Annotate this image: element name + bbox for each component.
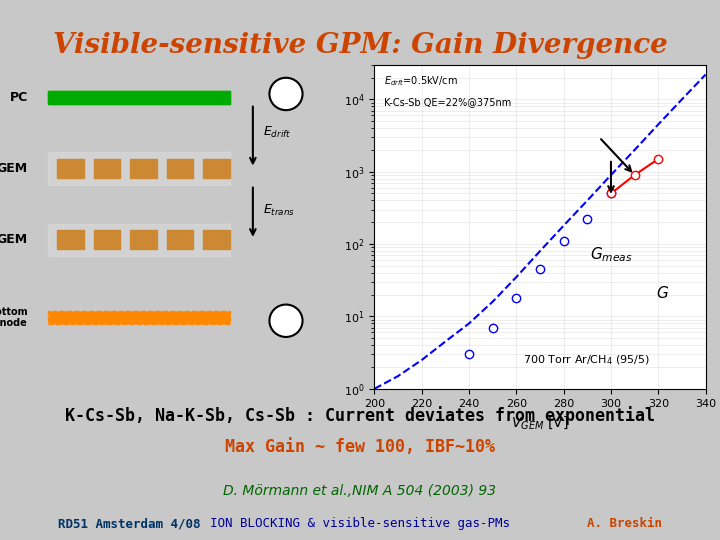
Text: $I_A$: $I_A$	[282, 314, 290, 327]
Text: A. Breskin: A. Breskin	[588, 517, 662, 530]
Text: GEM: GEM	[0, 233, 27, 246]
Bar	[94, 230, 120, 249]
Text: RD51 Amsterdam 4/08: RD51 Amsterdam 4/08	[58, 517, 200, 530]
Text: $G$: $G$	[656, 285, 669, 301]
Text: Max Gain ~ few 100, IBF~10%: Max Gain ~ few 100, IBF~10%	[225, 438, 495, 456]
Bar	[48, 311, 230, 324]
Text: $E_{trans}$: $E_{trans}$	[263, 203, 295, 218]
Text: K-Cs-Sb, Na-K-Sb, Cs-Sb : Current deviates from exponential: K-Cs-Sb, Na-K-Sb, Cs-Sb : Current deviat…	[65, 406, 655, 425]
Bar	[130, 230, 157, 249]
Text: GEM: GEM	[0, 162, 27, 175]
Bar	[130, 159, 157, 178]
Text: D. Mörmann et al.,NIM A 504 (2003) 93: D. Mörmann et al.,NIM A 504 (2003) 93	[223, 484, 497, 498]
Bar	[58, 159, 84, 178]
X-axis label: $V_{GEM}$ [V]: $V_{GEM}$ [V]	[511, 414, 569, 431]
Bar	[48, 152, 230, 185]
Bar	[203, 230, 230, 249]
Bar	[48, 224, 230, 256]
Text: 700 Torr Ar/CH$_4$ (95/5): 700 Torr Ar/CH$_4$ (95/5)	[523, 353, 650, 367]
Bar	[48, 91, 230, 104]
Circle shape	[269, 78, 302, 110]
Text: Visible-sensitive GPM: Gain Divergence: Visible-sensitive GPM: Gain Divergence	[53, 32, 667, 59]
Text: $E_{drft}$=0.5kV/cm: $E_{drft}$=0.5kV/cm	[384, 75, 459, 89]
Bar	[58, 230, 84, 249]
Text: bottom
anode: bottom anode	[0, 307, 27, 328]
Text: $I_{APC}$: $I_{APC}$	[278, 87, 294, 100]
Bar	[203, 159, 230, 178]
Text: $G_{meas}$: $G_{meas}$	[590, 245, 632, 264]
Text: PC: PC	[9, 91, 27, 104]
Bar	[167, 159, 193, 178]
Bar	[167, 230, 193, 249]
Bar	[48, 91, 230, 104]
Circle shape	[269, 305, 302, 337]
Text: ION BLOCKING & visible-sensitive gas-PMs: ION BLOCKING & visible-sensitive gas-PMs	[210, 517, 510, 530]
Text: K-Cs-Sb QE=22%@375nm: K-Cs-Sb QE=22%@375nm	[384, 97, 512, 107]
Bar	[94, 159, 120, 178]
Text: $E_{drift}$: $E_{drift}$	[263, 125, 291, 140]
